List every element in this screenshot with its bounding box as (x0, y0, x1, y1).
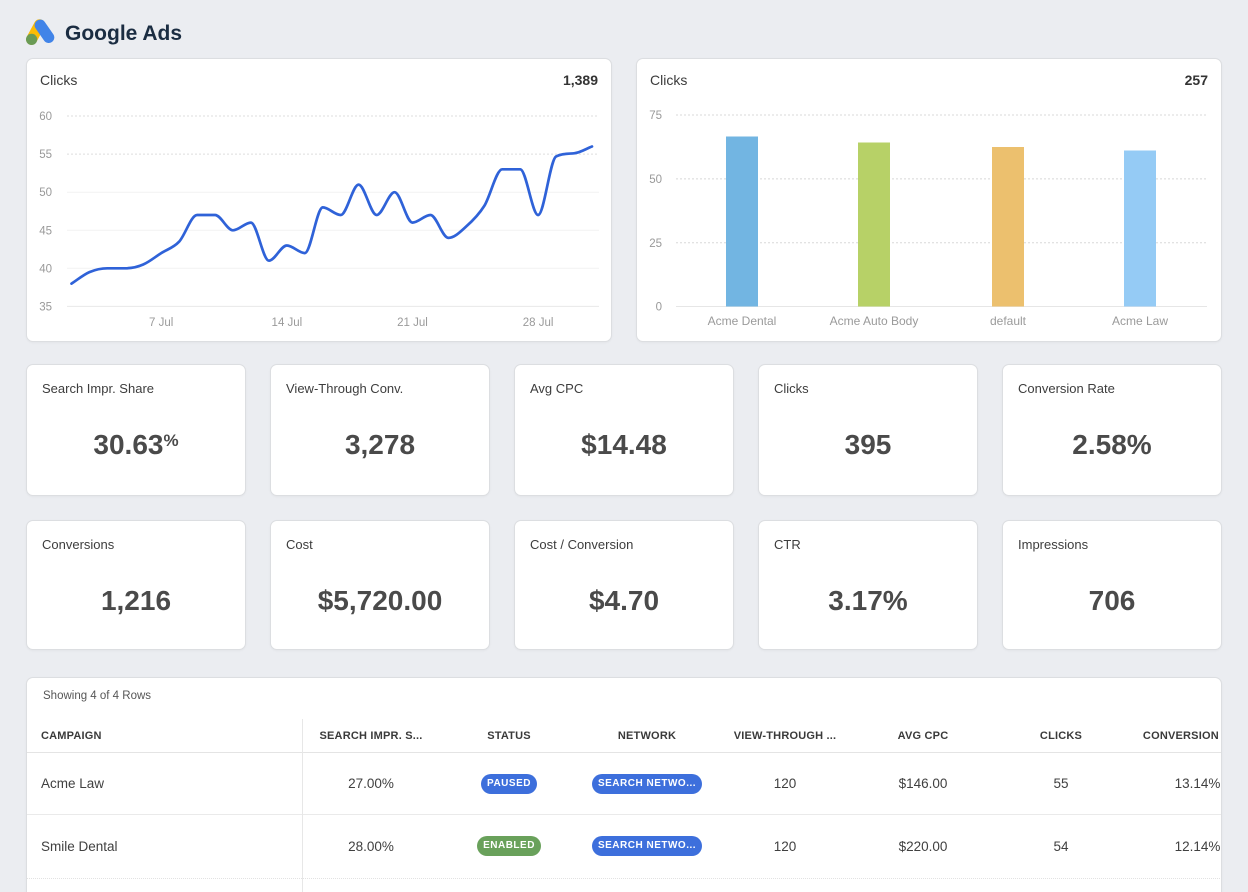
svg-text:21 Jul: 21 Jul (397, 317, 428, 329)
svg-text:Acme Dental: Acme Dental (708, 314, 777, 328)
svg-text:50: 50 (39, 187, 52, 199)
svg-text:50: 50 (649, 174, 662, 186)
svg-text:35: 35 (39, 301, 52, 313)
svg-text:40: 40 (39, 263, 52, 275)
svg-text:0: 0 (656, 302, 662, 314)
svg-text:Acme Law: Acme Law (1112, 314, 1168, 328)
svg-text:default: default (990, 314, 1027, 328)
svg-text:45: 45 (39, 225, 52, 237)
svg-text:7 Jul: 7 Jul (149, 317, 173, 329)
svg-text:60: 60 (39, 111, 52, 123)
svg-text:55: 55 (39, 149, 52, 161)
svg-text:75: 75 (649, 110, 662, 122)
svg-text:Acme Auto Body: Acme Auto Body (830, 314, 919, 328)
svg-text:28 Jul: 28 Jul (523, 317, 554, 329)
svg-text:25: 25 (649, 238, 662, 250)
svg-text:14 Jul: 14 Jul (272, 317, 303, 329)
